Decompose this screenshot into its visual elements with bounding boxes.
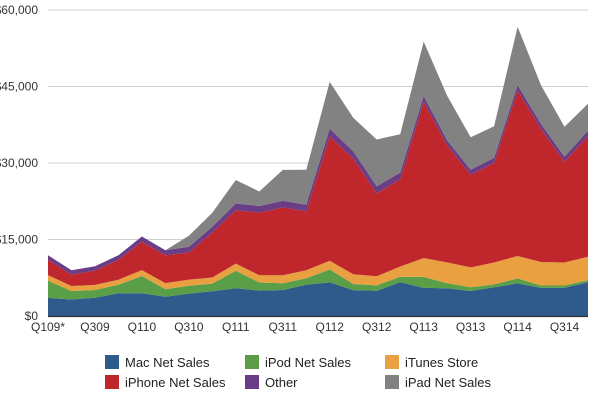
- x-tick-label: Q111: [222, 320, 250, 334]
- x-tick-label: Q313: [456, 320, 486, 334]
- x-tick-label: Q114: [503, 320, 532, 334]
- y-tick-label: $45,000: [0, 80, 38, 94]
- area-itunes-store: [48, 256, 588, 292]
- x-tick-label: Q312: [362, 320, 392, 334]
- legend-item: iTunes Store: [385, 354, 525, 370]
- legend-swatch: [245, 375, 259, 389]
- legend-swatch: [385, 375, 399, 389]
- legend-label: iPhone Net Sales: [125, 374, 226, 390]
- legend-item: iPhone Net Sales: [105, 374, 245, 390]
- legend-swatch: [245, 355, 259, 369]
- x-tick-label: Q310: [174, 320, 204, 334]
- legend-label: Other: [265, 374, 298, 390]
- area-mac-net-sales: [48, 282, 588, 316]
- x-tick-label: Q110: [128, 320, 157, 334]
- legend-item: iPad Net Sales: [385, 374, 525, 390]
- x-tick-label: Q112: [316, 320, 345, 334]
- legend-item: Other: [245, 374, 385, 390]
- legend-swatch: [105, 375, 119, 389]
- legend-item: Mac Net Sales: [105, 354, 245, 370]
- legend-swatch: [385, 355, 399, 369]
- x-tick-label: Q113: [409, 320, 438, 334]
- area-ipad-net-sales: [48, 26, 588, 271]
- y-tick-label: $60,000: [0, 3, 38, 17]
- legend: Mac Net Sales iPod Net Sales iTunes Store i…: [105, 354, 545, 390]
- y-tick-label: $0: [25, 309, 39, 323]
- y-tick-label: $15,000: [0, 233, 38, 247]
- legend-label: iPad Net Sales: [405, 374, 491, 390]
- x-tick-label: Q109*: [31, 320, 65, 334]
- y-tick-label: $30,000: [0, 156, 38, 170]
- legend-swatch: [105, 355, 119, 369]
- legend-label: iPod Net Sales: [265, 354, 351, 370]
- legend-label: Mac Net Sales: [125, 354, 210, 370]
- x-tick-label: Q309: [80, 320, 110, 334]
- area-ipod-net-sales: [48, 269, 588, 300]
- legend-label: iTunes Store: [405, 354, 479, 370]
- legend-item: iPod Net Sales: [245, 354, 385, 370]
- x-tick-label: Q314: [550, 320, 580, 334]
- area-iphone-net-sales: [48, 90, 588, 286]
- x-tick-label: Q311: [269, 320, 298, 334]
